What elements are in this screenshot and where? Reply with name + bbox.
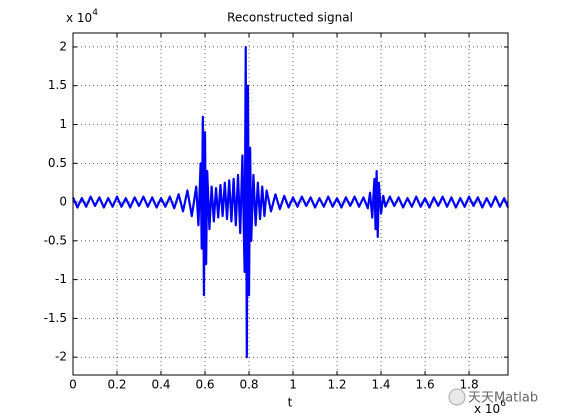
x-exponent-base: x 10	[474, 402, 500, 416]
axes-box	[72, 32, 509, 376]
x-exponent: x 106	[474, 399, 506, 416]
y-tick-label: -2	[55, 350, 67, 364]
x-exponent-power: 6	[500, 399, 506, 409]
x-tick-label: 1	[289, 378, 297, 392]
x-tick-label: 1.6	[416, 378, 435, 392]
y-tick-label: -1	[55, 272, 67, 286]
y-tick-label: 0.5	[48, 156, 67, 170]
x-tick-label: 0.6	[195, 378, 214, 392]
x-tick-label: 1.8	[460, 378, 479, 392]
watermark-icon	[448, 388, 466, 406]
chart-title: Reconstructed signal	[227, 11, 353, 25]
y-tick-label: -1.5	[44, 311, 67, 325]
x-tick-label: 1.2	[327, 378, 346, 392]
signal-line	[71, 45, 510, 359]
y-exponent-power: 4	[92, 8, 98, 18]
x-tick-label: 0.2	[107, 378, 126, 392]
x-tick-label: 0.4	[151, 378, 170, 392]
y-tick-label: 2	[59, 39, 67, 53]
y-exponent: x 104	[66, 8, 98, 25]
y-tick-label: -0.5	[44, 233, 67, 247]
y-tick-label: 0	[59, 195, 67, 209]
x-tick-label: 0.8	[239, 378, 258, 392]
y-tick-label: 1	[59, 117, 67, 131]
x-tick-label: 0	[69, 378, 77, 392]
watermark: 天天Matlab	[468, 391, 538, 406]
x-axis-label: t	[288, 396, 293, 410]
marks: -2 -1.5 -1 -0.5 0 0.5 1 1.5 2 0 0.2 0.4 0.6 0.8 1 1.2 1.…	[44, 33, 510, 392]
y-exponent-base: x 10	[66, 11, 92, 25]
x-tick-label: 1.4	[371, 378, 390, 392]
y-tick-label: 1.5	[48, 78, 67, 92]
